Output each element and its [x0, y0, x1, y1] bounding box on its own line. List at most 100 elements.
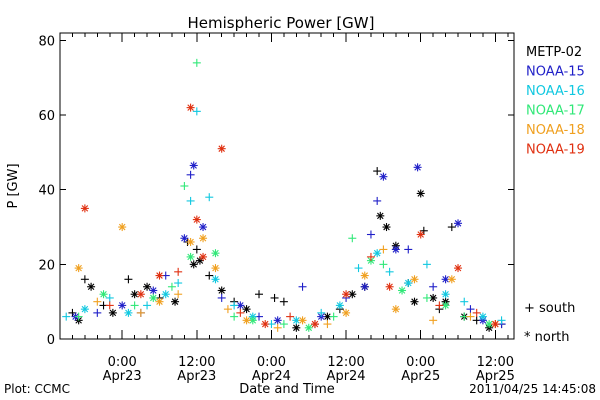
data-point: [205, 271, 214, 280]
data-point: [180, 182, 189, 190]
data-point: [472, 308, 481, 317]
data-point: [329, 312, 338, 321]
data-point: [279, 297, 288, 306]
data-point: [130, 301, 139, 310]
plot-timestamp: 2011/04/25 14:45:08: [469, 382, 596, 396]
data-point: [74, 264, 83, 273]
data-point: [398, 286, 407, 295]
data-point: [174, 290, 183, 299]
data-point: [413, 163, 422, 172]
data-point: [255, 290, 264, 299]
data-point: [192, 107, 201, 116]
data-point: [143, 301, 152, 310]
data-point: [186, 237, 195, 246]
data-point: [435, 301, 444, 310]
data-point: [460, 297, 469, 306]
y-tick-label: 60: [38, 109, 55, 124]
y-tick-label: 80: [38, 34, 55, 49]
data-point: [379, 172, 388, 181]
data-point: [298, 282, 307, 291]
x-tick-label: 12:00: [327, 355, 364, 370]
data-point: [491, 320, 500, 329]
data-point: [270, 293, 279, 302]
data-point: [108, 308, 117, 317]
data-point: [155, 297, 164, 306]
data-point: [261, 320, 270, 329]
chart-title: Hemispheric Power [GW]: [188, 14, 375, 32]
data-point: [223, 305, 232, 314]
data-point: [199, 223, 208, 232]
data-point: [186, 170, 195, 179]
data-point: [242, 305, 251, 314]
data-point: [118, 223, 127, 232]
x-axis-label: Date and Time: [239, 382, 335, 397]
data-point: [87, 282, 96, 291]
data-point: [217, 293, 226, 302]
x-tick-date: Apr25: [401, 369, 440, 384]
data-point: [454, 219, 463, 228]
data-point: [317, 308, 326, 317]
data-point: [273, 316, 282, 325]
x-tick-date: Apr23: [177, 369, 216, 384]
data-point: [105, 301, 114, 310]
data-point: [124, 275, 133, 284]
data-point: [174, 267, 183, 276]
data-point: [410, 297, 419, 306]
y-tick-label: 20: [38, 258, 55, 273]
data-point: [454, 264, 463, 273]
data-point: [186, 252, 195, 261]
data-point: [192, 215, 201, 224]
data-point: [373, 249, 382, 258]
data-point: [385, 282, 394, 291]
data-point: [416, 230, 425, 239]
data-point: [143, 282, 152, 291]
data-point: [292, 323, 301, 332]
x-axis: 0:00Apr2312:00Apr230:00Apr2412:00Apr240:…: [59, 33, 515, 384]
data-point: [391, 245, 400, 254]
data-point: [230, 312, 239, 321]
data-point: [379, 260, 388, 269]
data-point: [248, 316, 257, 325]
data-point: [236, 308, 245, 317]
data-point: [376, 211, 385, 220]
data-point: [373, 167, 382, 176]
legend-entry: NOAA-18: [526, 123, 585, 138]
data-point: [447, 275, 456, 284]
data-point: [366, 230, 375, 239]
data-point: [211, 249, 220, 258]
data-point: [189, 161, 198, 170]
data-point: [192, 58, 201, 67]
x-tick-label: 0:00: [406, 355, 435, 370]
data-point: [342, 290, 351, 299]
data-point: [497, 316, 506, 325]
data-point: [99, 290, 108, 299]
legend-entry: NOAA-17: [526, 104, 585, 119]
data-point: [242, 316, 251, 325]
data-point: [304, 323, 313, 332]
data-point: [360, 271, 369, 280]
y-axis-label: P [GW]: [6, 163, 21, 208]
data-point: [186, 196, 195, 205]
data-point: [348, 290, 357, 299]
plot-frame: [59, 32, 515, 340]
data-point: [273, 323, 282, 332]
data-point: [429, 282, 438, 291]
data-point: [391, 305, 400, 314]
marker-legend-entry: * north: [524, 330, 570, 345]
data-point: [404, 245, 413, 254]
scatter-points: [62, 58, 506, 332]
data-point: [80, 305, 89, 314]
x-tick-label: 0:00: [257, 355, 286, 370]
data-point: [286, 312, 295, 321]
data-point: [211, 275, 220, 284]
data-point: [416, 189, 425, 198]
data-point: [80, 275, 89, 284]
data-point: [74, 312, 83, 321]
data-point: [466, 305, 475, 314]
x-tick-label: 12:00: [477, 355, 514, 370]
data-point: [323, 320, 332, 329]
data-point: [429, 316, 438, 325]
data-point: [279, 320, 288, 329]
data-point: [379, 245, 388, 254]
